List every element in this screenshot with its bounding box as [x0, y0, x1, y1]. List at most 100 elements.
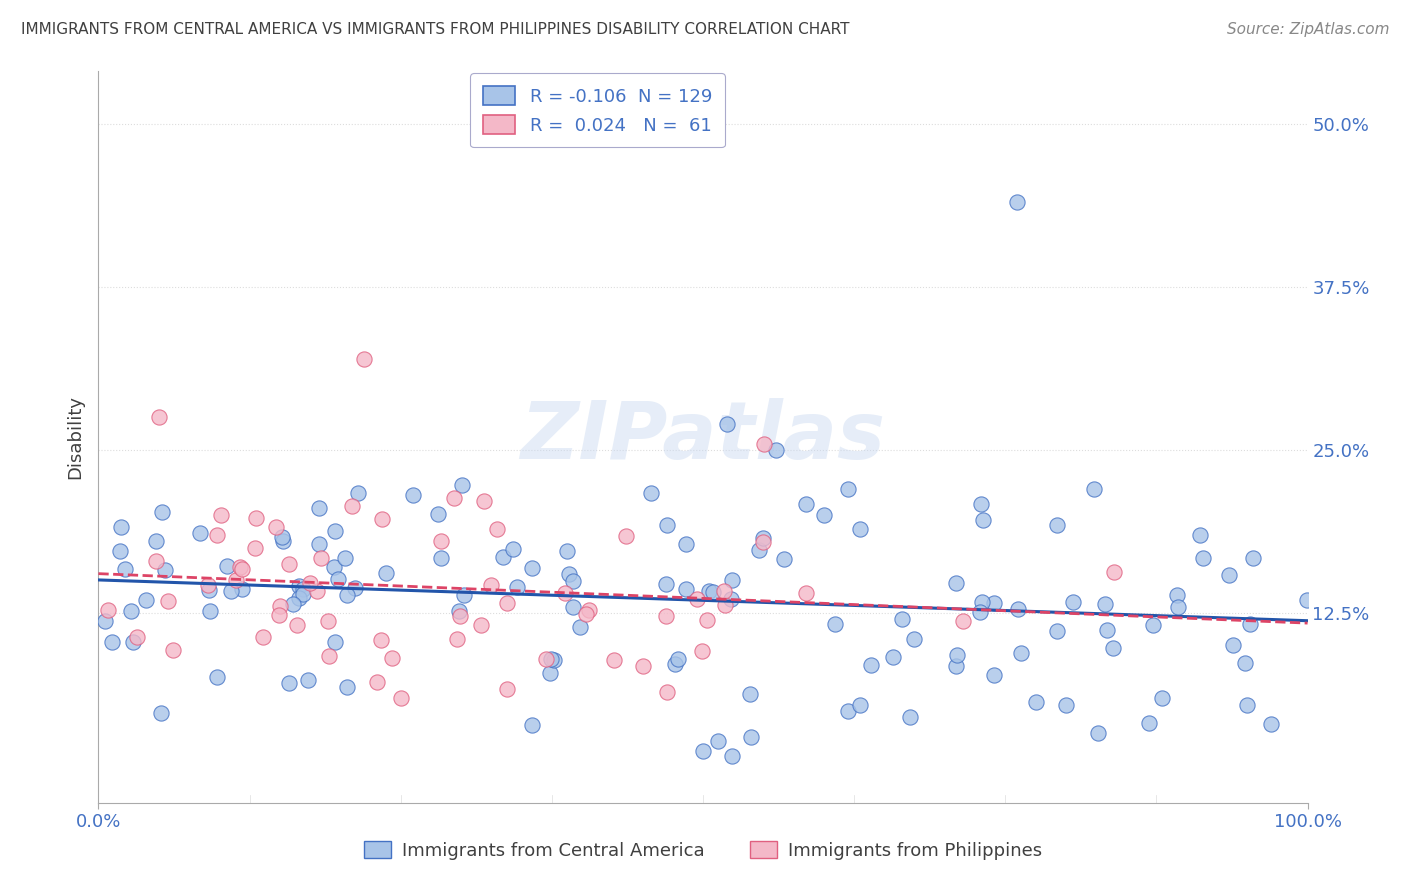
- Point: [323, 634, 346, 648]
- Point: [837, 483, 859, 497]
- Point: [970, 594, 993, 608]
- Point: [231, 562, 253, 576]
- Point: [110, 520, 132, 534]
- Point: [430, 534, 453, 549]
- Point: [271, 530, 294, 544]
- Point: [1188, 528, 1211, 542]
- Point: [150, 505, 173, 519]
- Text: IMMIGRANTS FROM CENTRAL AMERICA VS IMMIGRANTS FROM PHILIPPINES DISABILITY CORREL: IMMIGRANTS FROM CENTRAL AMERICA VS IMMIG…: [21, 22, 849, 37]
- Point: [446, 632, 468, 646]
- Point: [389, 691, 412, 706]
- Point: [1025, 695, 1047, 709]
- Point: [1087, 726, 1109, 740]
- Point: [849, 698, 872, 712]
- Point: [983, 667, 1005, 681]
- Point: [198, 582, 221, 597]
- Point: [1094, 597, 1116, 611]
- Point: [664, 657, 686, 671]
- Point: [970, 497, 993, 511]
- Point: [721, 573, 744, 587]
- Point: [554, 586, 576, 600]
- Point: [574, 607, 596, 621]
- Point: [752, 532, 775, 546]
- Point: [135, 593, 157, 607]
- Point: [1007, 194, 1029, 209]
- Point: [898, 709, 921, 723]
- Point: [97, 602, 120, 616]
- Point: [1046, 518, 1069, 533]
- Point: [569, 620, 592, 634]
- Point: [1046, 624, 1069, 638]
- Point: [264, 519, 287, 533]
- Point: [945, 658, 967, 673]
- Point: [561, 599, 583, 614]
- Point: [162, 643, 184, 657]
- Point: [292, 587, 315, 601]
- Point: [277, 558, 299, 572]
- Point: [720, 748, 742, 763]
- Point: [657, 518, 679, 533]
- Point: [323, 524, 346, 538]
- Point: [849, 521, 872, 535]
- Point: [271, 533, 294, 548]
- Point: [952, 614, 974, 628]
- Point: [121, 604, 143, 618]
- Point: [323, 560, 346, 574]
- Point: [145, 554, 167, 568]
- Point: [200, 604, 222, 618]
- Point: [1166, 588, 1188, 602]
- Point: [449, 609, 471, 624]
- Point: [714, 598, 737, 612]
- Point: [101, 634, 124, 648]
- Point: [1260, 717, 1282, 731]
- Point: [370, 633, 392, 648]
- Point: [713, 584, 735, 599]
- Point: [1104, 566, 1126, 580]
- Point: [813, 508, 835, 523]
- Point: [1010, 646, 1032, 660]
- Point: [859, 658, 882, 673]
- Point: [318, 649, 340, 664]
- Point: [427, 508, 450, 522]
- Point: [697, 583, 720, 598]
- Point: [1192, 551, 1215, 566]
- Point: [558, 567, 581, 582]
- Point: [640, 486, 662, 500]
- Point: [631, 658, 654, 673]
- Point: [1222, 638, 1244, 652]
- Point: [561, 574, 583, 588]
- Point: [375, 566, 398, 581]
- Point: [614, 529, 637, 543]
- Point: [903, 632, 925, 647]
- Point: [402, 488, 425, 502]
- Point: [285, 618, 308, 632]
- Point: [450, 478, 472, 492]
- Point: [453, 588, 475, 602]
- Point: [336, 680, 359, 694]
- Point: [891, 612, 914, 626]
- Point: [666, 651, 689, 665]
- Point: [505, 580, 527, 594]
- Point: [794, 586, 817, 600]
- Point: [288, 579, 311, 593]
- Point: [796, 497, 818, 511]
- Point: [205, 528, 228, 542]
- Point: [277, 676, 299, 690]
- Point: [555, 543, 578, 558]
- Point: [675, 537, 697, 551]
- Point: [690, 643, 713, 657]
- Point: [824, 617, 846, 632]
- Point: [245, 511, 267, 525]
- Point: [470, 618, 492, 632]
- Point: [702, 585, 724, 599]
- Point: [243, 541, 266, 556]
- Point: [215, 558, 238, 573]
- Point: [534, 652, 557, 666]
- Point: [969, 605, 991, 619]
- Point: [336, 588, 359, 602]
- Point: [752, 534, 775, 549]
- Point: [353, 351, 375, 366]
- Point: [686, 592, 709, 607]
- Point: [287, 591, 309, 605]
- Point: [540, 652, 562, 666]
